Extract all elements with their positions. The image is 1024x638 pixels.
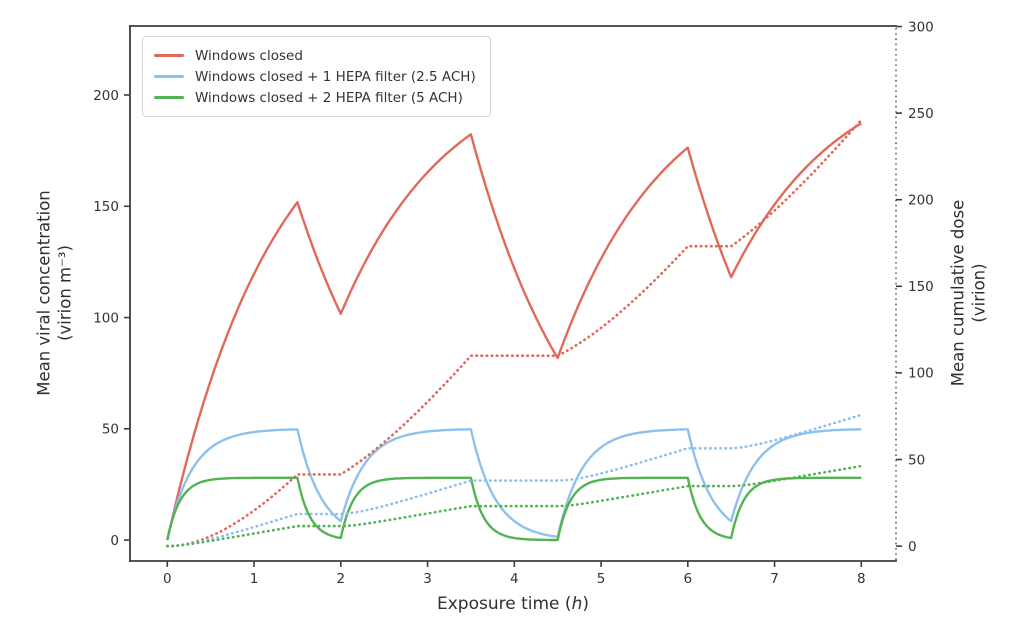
series-line-dose-2: [166, 464, 863, 548]
x-tick-label: 3: [423, 571, 432, 587]
left-axis-label-line2: (virion m⁻³): [56, 245, 75, 341]
right-axis-label-line1: Mean cumulative dose: [948, 199, 968, 387]
x-tick-label: 8: [857, 571, 866, 587]
series-line-concentration-undefined: [166, 428, 862, 541]
x-axis-label: Exposure time (h): [437, 594, 589, 614]
right-y-tick-label: 300: [908, 19, 934, 35]
right-y-tick-label: 150: [908, 279, 934, 295]
x-tick-label: 2: [337, 571, 346, 587]
series-line-dose-1: [166, 413, 863, 548]
left-y-tick-label: 50: [102, 422, 119, 438]
legend-item-label: Windows closed: [195, 47, 303, 64]
right-y-tick-label: 0: [908, 539, 917, 555]
right-y-tick-label: 250: [908, 106, 934, 122]
plot-series: [166, 118, 863, 548]
legend-item: Windows closed + 1 HEPA filter (2.5 ACH): [154, 66, 476, 87]
right-axis-label-line2: (virion): [970, 263, 989, 323]
legend: Windows closed Windows closed + 1 HEPA f…: [142, 36, 491, 117]
series-line-dose-0: [166, 118, 863, 548]
x-tick-label: 5: [597, 571, 606, 587]
left-axis-label: Mean viral concentration (virion m⁻³): [34, 190, 77, 396]
series-line-concentration-undefined: [166, 476, 862, 542]
legend-line-swatch: [154, 54, 184, 57]
legend-item: Windows closed: [154, 45, 476, 66]
legend-item: Windows closed + 2 HEPA filter (5 ACH): [154, 87, 476, 108]
legend-line-swatch: [154, 96, 184, 99]
legend-line-swatch: [154, 75, 184, 78]
axes: 0 1 2 3 4 5 6 7 8 0 50 100 150 200 0 50 100 150 200 250 300: [93, 19, 934, 587]
x-tick-label: 6: [684, 571, 693, 587]
legend-item-label: Windows closed + 1 HEPA filter (2.5 ACH): [195, 68, 476, 85]
left-axis-label-line1: Mean viral concentration: [34, 190, 54, 396]
x-tick-label: 7: [770, 571, 779, 587]
x-axis-label-text: ): [582, 594, 589, 614]
left-y-tick-label: 100: [93, 310, 119, 326]
x-axis-label-text: Exposure time (: [437, 594, 572, 614]
right-y-tick-label: 50: [908, 452, 925, 468]
right-y-tick-label: 200: [908, 193, 934, 209]
left-y-tick-label: 200: [93, 88, 119, 104]
left-y-tick-label: 0: [110, 533, 119, 549]
left-y-tick-label: 150: [93, 199, 119, 215]
x-tick-label: 1: [250, 571, 259, 587]
right-axis-label: Mean cumulative dose (virion): [948, 200, 991, 387]
legend-item-label: Windows closed + 2 HEPA filter (5 ACH): [195, 89, 463, 106]
series-line-concentration-undefined: [166, 122, 862, 541]
x-axis-label-variable: h: [571, 594, 583, 614]
right-y-tick-label: 100: [908, 366, 934, 382]
x-tick-label: 0: [163, 571, 172, 587]
x-tick-label: 4: [510, 571, 519, 587]
